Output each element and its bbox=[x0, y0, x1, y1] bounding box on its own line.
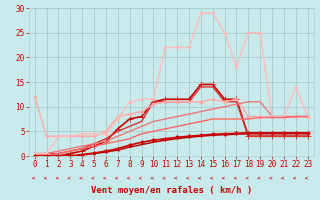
X-axis label: Vent moyen/en rafales ( km/h ): Vent moyen/en rafales ( km/h ) bbox=[91, 186, 252, 195]
